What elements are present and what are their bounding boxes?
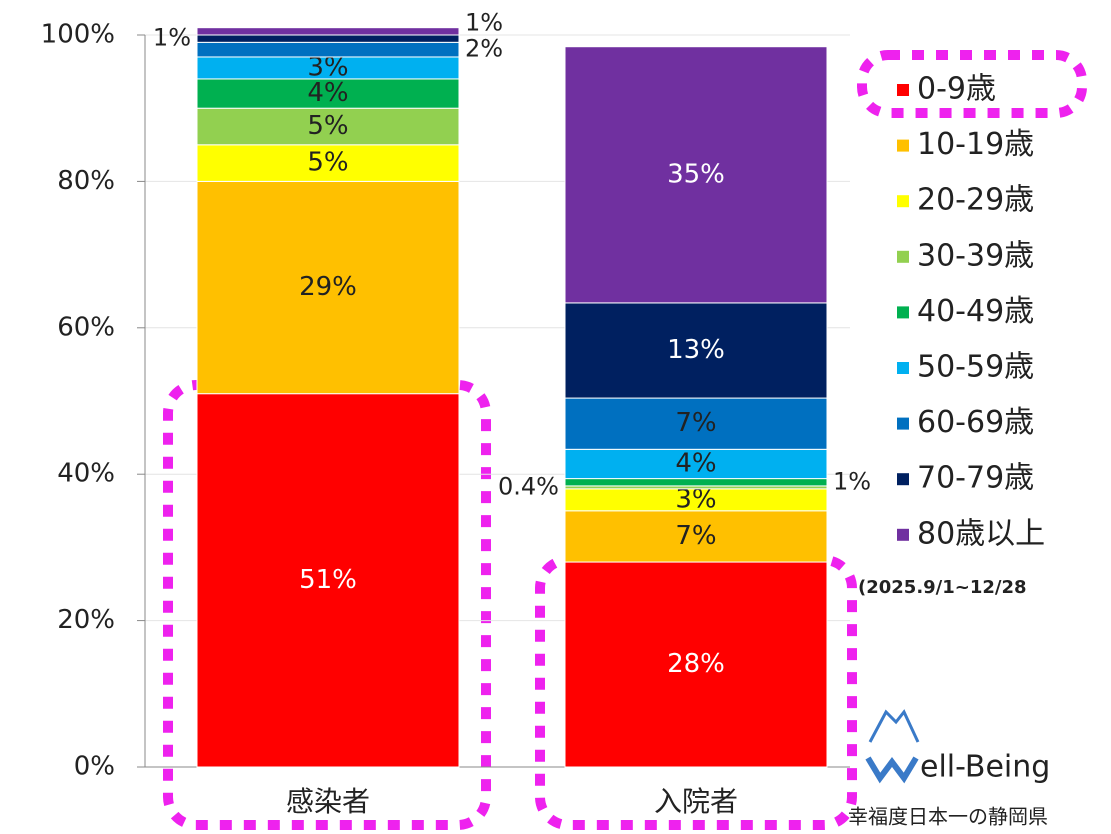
data-label: 5% xyxy=(307,148,348,178)
bar-segment xyxy=(196,27,460,36)
data-label: 0.4% xyxy=(498,472,559,500)
legend-label: 70-79歳 xyxy=(917,461,1034,496)
legend-swatch xyxy=(897,195,909,208)
legend-swatch xyxy=(897,306,909,319)
data-label: 1% xyxy=(465,8,503,36)
bar-segment xyxy=(564,561,828,768)
data-label: 51% xyxy=(299,565,357,595)
logo-text: ell-Being xyxy=(920,750,1050,785)
bar-segment xyxy=(564,510,828,563)
logo-icon xyxy=(868,709,920,743)
bar-segment xyxy=(564,302,828,399)
legend-swatch xyxy=(897,250,909,263)
legend-label: 80歳以上 xyxy=(917,516,1045,551)
bar-segment xyxy=(196,180,460,395)
bar-segment xyxy=(196,144,460,182)
bar-segment xyxy=(564,397,828,450)
legend-label: 10-19歳 xyxy=(917,127,1034,162)
y-tick-label: 60% xyxy=(57,312,115,342)
legend-swatch xyxy=(897,84,909,96)
legend-label: 30-39歳 xyxy=(917,238,1034,273)
data-label: 7% xyxy=(675,408,716,438)
data-label: 4% xyxy=(675,448,716,478)
legend-label: 40-49歳 xyxy=(917,294,1034,329)
y-tick-label: 100% xyxy=(41,20,115,50)
bar-segment xyxy=(564,448,828,480)
data-label: 5% xyxy=(307,111,348,141)
note: (2025.9/1~12/28 xyxy=(858,577,1027,598)
y-tick-label: 80% xyxy=(57,166,115,196)
bar-segment xyxy=(564,46,828,304)
legend-swatch xyxy=(897,473,909,486)
data-label: 29% xyxy=(299,272,357,302)
highlight-box xyxy=(857,50,1087,118)
legend-swatch xyxy=(897,139,909,152)
x-tick-label: 感染者 xyxy=(286,785,370,818)
y-tick-label: 0% xyxy=(74,752,115,782)
data-label: 1% xyxy=(833,467,871,495)
legend-label: 60-69歳 xyxy=(917,405,1034,440)
data-label: 13% xyxy=(667,335,725,365)
bar-segment xyxy=(564,478,828,487)
bar-segment xyxy=(196,34,460,43)
data-label: 7% xyxy=(675,521,716,551)
data-label: 35% xyxy=(667,159,725,189)
legend-label: 50-59歳 xyxy=(917,350,1034,385)
legend-swatch xyxy=(897,528,909,541)
y-tick-label: 40% xyxy=(57,459,115,489)
logo-subtitle: 幸福度日本一の静岡県 xyxy=(848,805,1048,829)
x-tick-label: 入院者 xyxy=(654,785,738,818)
legend-label: 0-9歳 xyxy=(917,72,996,107)
logo-icon xyxy=(865,756,919,784)
data-label: 1% xyxy=(153,24,191,52)
legend-label: 20-29歳 xyxy=(917,183,1034,218)
legend-swatch xyxy=(897,417,909,430)
bar-segment xyxy=(196,41,460,58)
data-label: 2% xyxy=(465,35,503,63)
data-label: 28% xyxy=(667,649,725,679)
bar-segment xyxy=(196,393,460,768)
data-label: 4% xyxy=(307,78,348,108)
y-tick-label: 20% xyxy=(57,605,115,635)
legend-swatch xyxy=(897,362,909,374)
